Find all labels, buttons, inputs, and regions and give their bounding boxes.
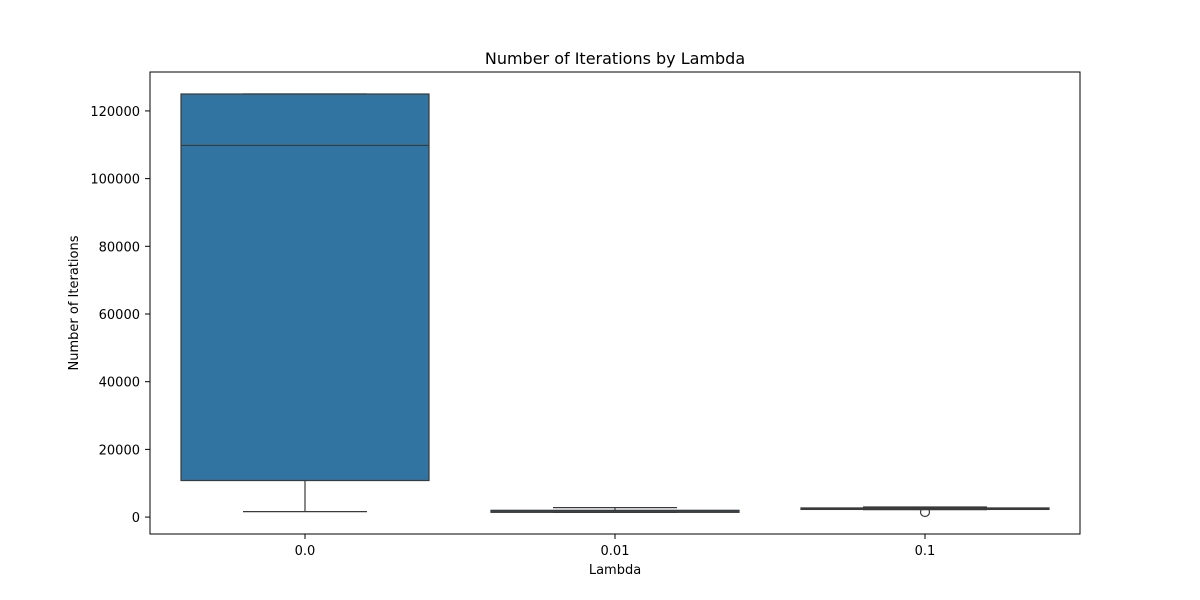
y-axis-label: Number of Iterations bbox=[67, 235, 82, 370]
y-tick-label: 40000 bbox=[99, 376, 140, 391]
box-group-0-01 bbox=[490, 507, 740, 513]
chart-title: Number of Iterations by Lambda bbox=[485, 49, 745, 68]
x-tick-label: 0.01 bbox=[601, 544, 630, 559]
box bbox=[180, 93, 430, 482]
x-axis-label: Lambda bbox=[589, 563, 641, 578]
y-tick-label: 120000 bbox=[90, 105, 140, 120]
outlier-point bbox=[919, 506, 931, 518]
y-tick-label: 80000 bbox=[99, 240, 140, 255]
x-tick-label: 0.1 bbox=[915, 544, 936, 559]
y-tick-label: 100000 bbox=[90, 173, 140, 188]
x-tick-label: 0.0 bbox=[295, 544, 316, 559]
box-group-0-1 bbox=[800, 506, 1050, 518]
plot-marks bbox=[180, 93, 1050, 518]
plot-frame bbox=[149, 71, 1081, 535]
y-axis: 0 20000 40000 60000 80000 100000 120000 bbox=[90, 105, 150, 526]
x-axis: 0.0 0.01 0.1 bbox=[295, 534, 936, 559]
box-group-0-0 bbox=[180, 93, 430, 513]
y-tick-label: 60000 bbox=[99, 308, 140, 323]
y-tick-label: 0 bbox=[132, 511, 140, 526]
y-tick-label: 20000 bbox=[99, 443, 140, 458]
